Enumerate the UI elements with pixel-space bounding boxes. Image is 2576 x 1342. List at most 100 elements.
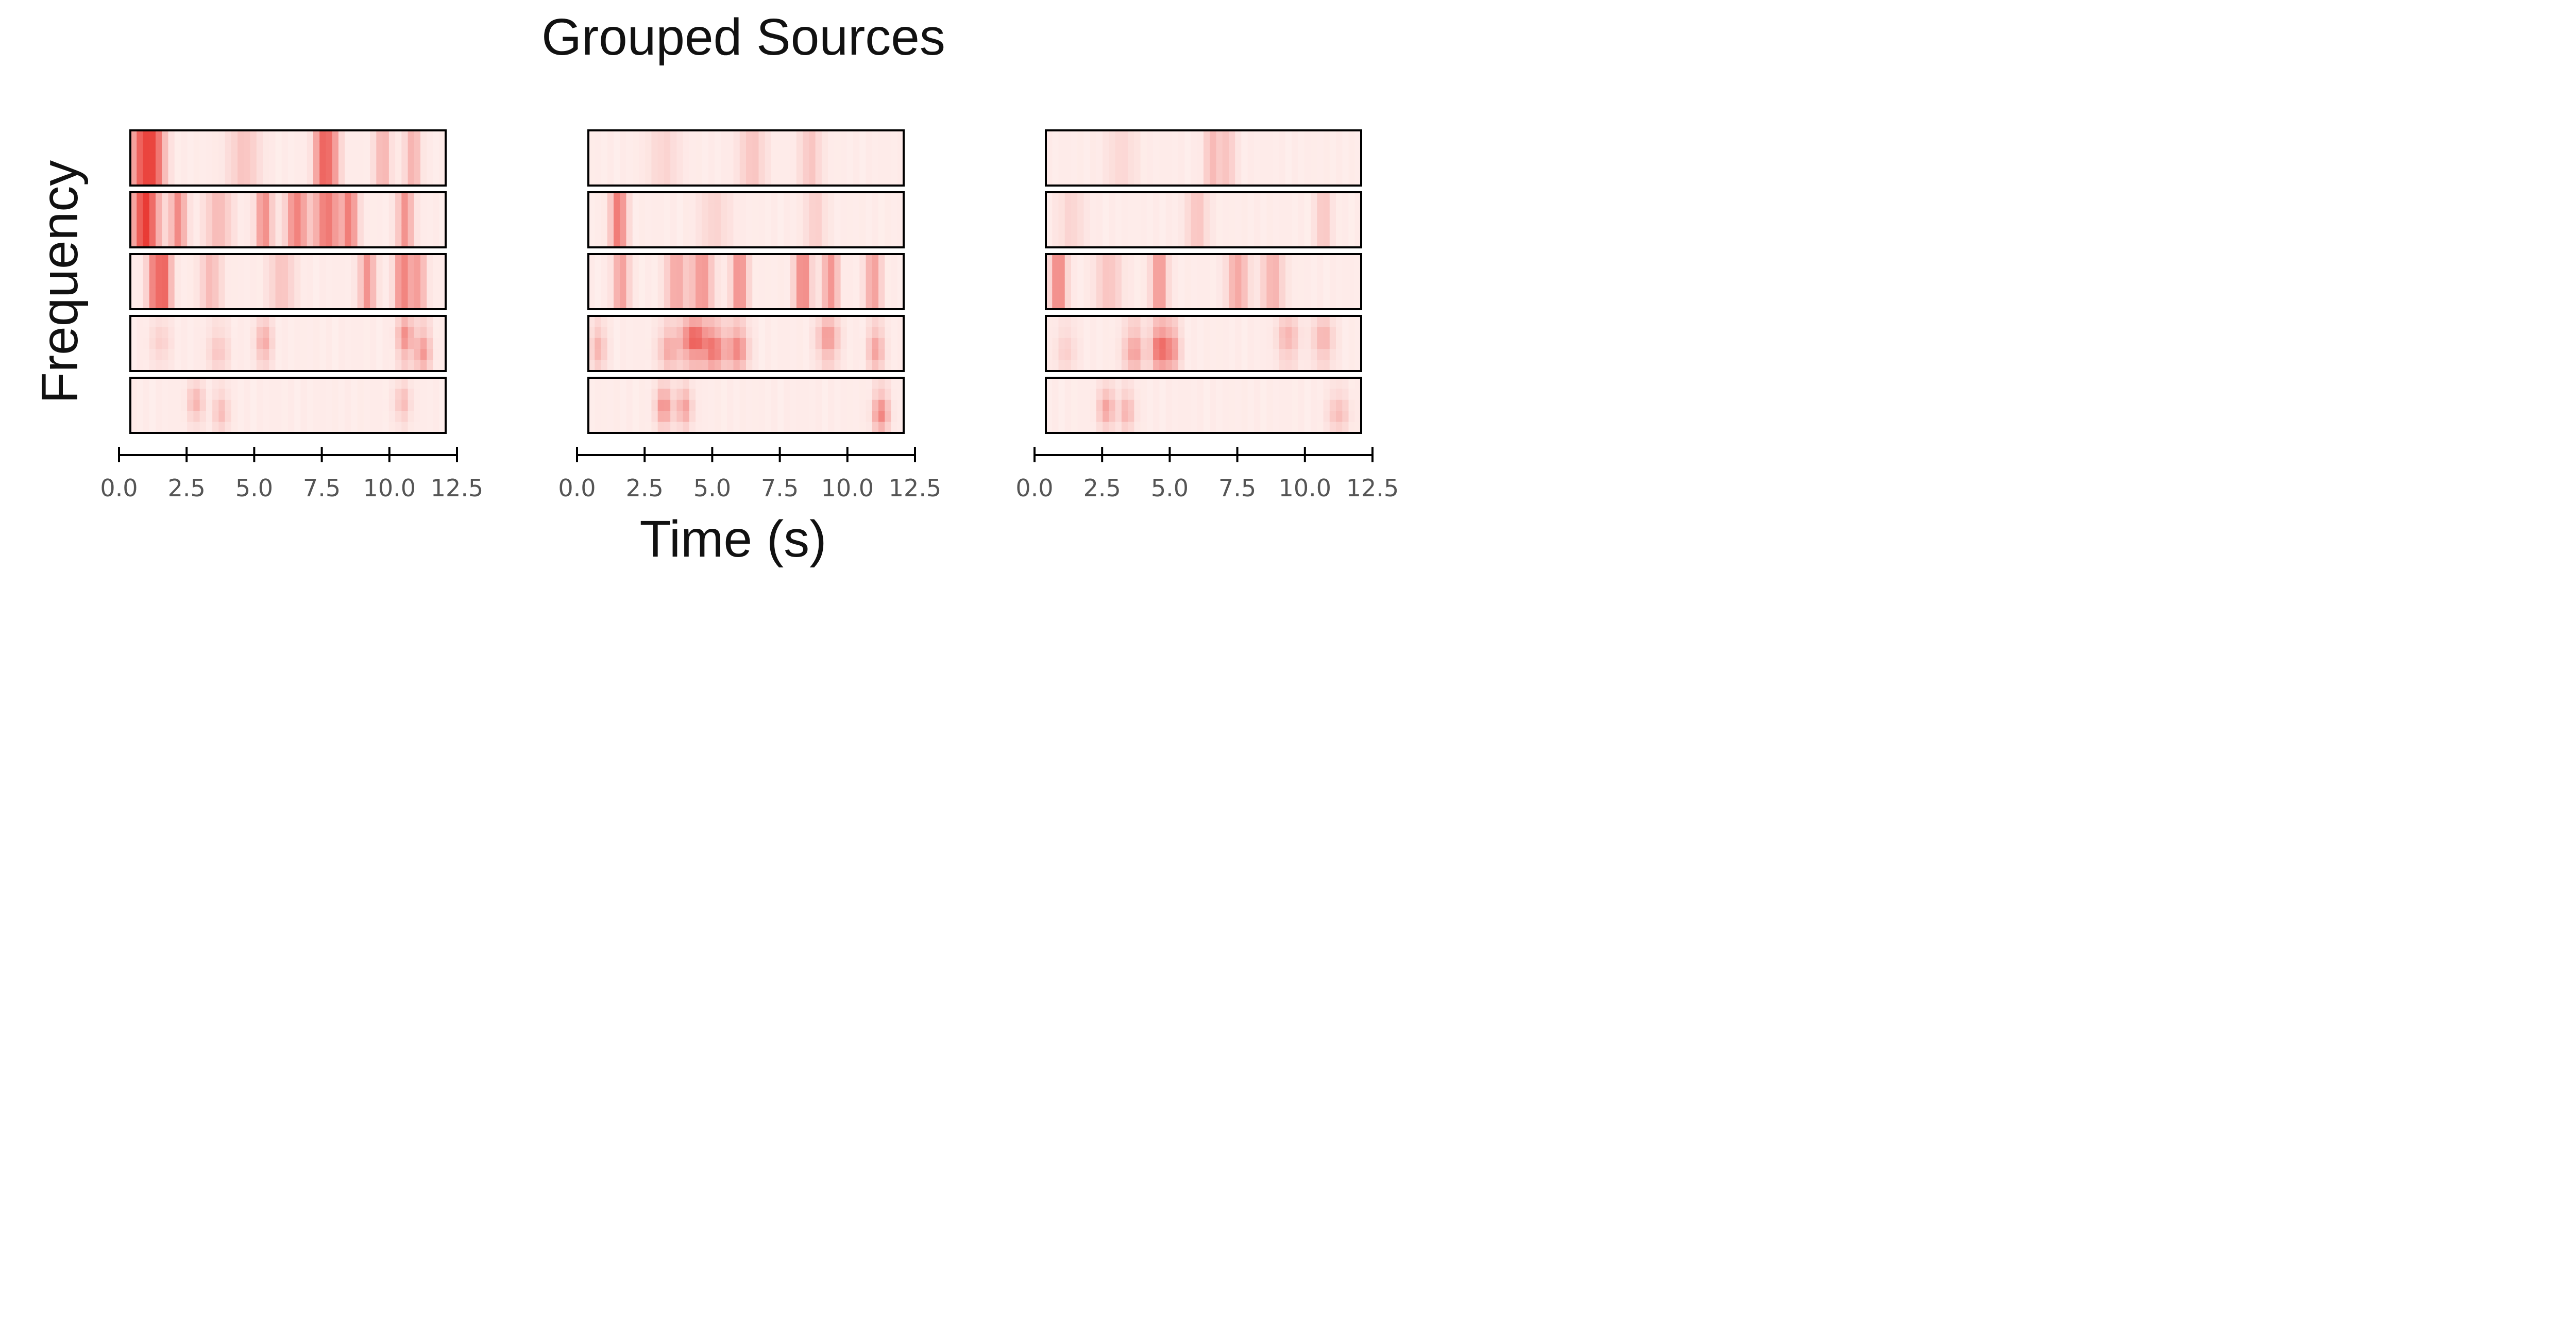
heatmap-cell xyxy=(670,203,677,215)
heatmap-cell xyxy=(607,327,614,339)
heatmap-cell xyxy=(206,276,213,288)
heatmap-cell xyxy=(414,192,421,204)
heatmap-cell xyxy=(853,214,860,226)
heatmap-cell xyxy=(1298,378,1305,389)
heatmap-cell xyxy=(752,399,759,411)
heatmap-cell xyxy=(821,276,828,288)
heatmap-cell xyxy=(771,214,778,226)
heatmap-cell xyxy=(395,316,402,327)
heatmap-cell xyxy=(872,174,879,186)
heatmap-cell xyxy=(288,378,295,389)
heatmap-cell xyxy=(1354,192,1362,204)
heatmap-cell xyxy=(777,141,785,153)
heatmap-cell xyxy=(897,163,904,175)
heatmap-cell xyxy=(872,214,879,226)
heatmap-cell xyxy=(790,130,797,142)
heatmap-cell xyxy=(1146,152,1154,164)
heatmap-cell xyxy=(664,141,671,153)
heatmap-cell xyxy=(408,163,415,175)
heatmap-cell xyxy=(1253,327,1261,339)
heatmap-cell xyxy=(721,411,727,423)
heatmap-cell xyxy=(1071,287,1078,299)
heatmap-cell xyxy=(1071,349,1078,361)
heatmap-cell xyxy=(683,360,690,372)
heatmap-cell xyxy=(401,163,409,175)
heatmap-cell xyxy=(149,225,156,237)
heatmap-cell xyxy=(1266,265,1274,277)
heatmap-cell xyxy=(1317,298,1324,310)
heatmap-cell xyxy=(187,192,194,204)
heatmap-cell xyxy=(1235,265,1242,277)
heatmap-cell xyxy=(1216,287,1223,299)
heatmap-cell xyxy=(1253,174,1261,186)
heatmap-cell xyxy=(1103,203,1109,215)
heatmap-cell xyxy=(1064,265,1072,277)
heatmap-cell xyxy=(638,141,646,153)
heatmap-cell xyxy=(351,349,358,361)
heatmap-cell xyxy=(1210,327,1217,339)
heatmap-cell xyxy=(664,422,671,433)
x-tick-label: 2.5 xyxy=(168,474,206,502)
heatmap-cell xyxy=(1210,349,1217,361)
heatmap-cell xyxy=(1165,192,1173,204)
heatmap-cell xyxy=(752,163,759,175)
heatmap-cell xyxy=(670,141,677,153)
heatmap-cell xyxy=(1052,399,1059,411)
heatmap-cell xyxy=(1348,152,1355,164)
heatmap-cell xyxy=(1210,276,1217,288)
heatmap-cell xyxy=(1304,254,1311,265)
heatmap-cell xyxy=(269,236,276,248)
heatmap-cell xyxy=(803,327,809,339)
heatmap-cell xyxy=(174,316,181,327)
heatmap-cell xyxy=(1096,360,1103,372)
heatmap-cell xyxy=(376,236,383,248)
heatmap-cell xyxy=(1253,378,1261,389)
heatmap-cell xyxy=(1210,399,1217,411)
heatmap-cell xyxy=(1273,360,1280,372)
heatmap-cell xyxy=(1329,163,1336,175)
heatmap-cell xyxy=(206,174,213,186)
heatmap-cell xyxy=(1210,422,1217,433)
heatmap-cell xyxy=(613,327,620,339)
heatmap-cell xyxy=(595,141,602,153)
heatmap-cell xyxy=(439,203,446,215)
heatmap-cell xyxy=(420,378,427,389)
heatmap-cell xyxy=(401,265,409,277)
heatmap-cell xyxy=(1052,214,1059,226)
heatmap-cell xyxy=(752,349,759,361)
heatmap-cell xyxy=(433,174,440,186)
heatmap-cell xyxy=(206,422,213,433)
heatmap-cell xyxy=(765,327,772,339)
heatmap-cell xyxy=(187,389,194,400)
heatmap-cell xyxy=(714,225,721,237)
heatmap-cell xyxy=(878,152,885,164)
heatmap-cell xyxy=(256,141,263,153)
heatmap-cell xyxy=(199,192,207,204)
heatmap-cell xyxy=(427,338,434,349)
heatmap-cell xyxy=(212,327,219,339)
heatmap-cell xyxy=(187,214,194,226)
heatmap-cell xyxy=(1103,298,1109,310)
heatmap-cell xyxy=(395,360,402,372)
heatmap-cell xyxy=(187,287,194,299)
heatmap-cell xyxy=(664,349,671,361)
heatmap-cell xyxy=(1103,152,1109,164)
heatmap-cell xyxy=(1115,203,1122,215)
heatmap-cell xyxy=(840,141,848,153)
heatmap-cell xyxy=(1228,254,1235,265)
heatmap-cell xyxy=(689,254,696,265)
heatmap-cell xyxy=(1336,327,1343,339)
heatmap-cell xyxy=(1064,389,1072,400)
heatmap-cell xyxy=(275,225,282,237)
heatmap-cell xyxy=(250,254,257,265)
heatmap-cell xyxy=(1336,338,1343,349)
heatmap-cell xyxy=(256,130,263,142)
heatmap-cell xyxy=(193,287,200,299)
heatmap-cell xyxy=(1311,276,1317,288)
heatmap-cell xyxy=(1172,378,1179,389)
heatmap-cell xyxy=(601,422,608,433)
heatmap-cell xyxy=(244,236,251,248)
heatmap-cell xyxy=(664,327,671,339)
heatmap-cell xyxy=(765,192,772,204)
heatmap-cell xyxy=(638,192,646,204)
